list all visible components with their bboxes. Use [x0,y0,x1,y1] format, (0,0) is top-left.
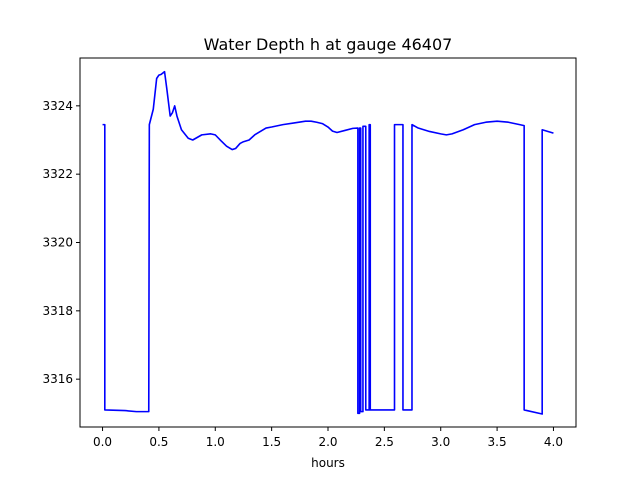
x-tick-label: 4.0 [544,435,563,449]
y-tick-label: 3316 [42,372,73,386]
x-tick-label: 0.5 [149,435,168,449]
plot-area [102,70,554,415]
y-tick-label: 3324 [42,99,73,113]
x-tick-label: 2.0 [318,435,337,449]
x-tick-label: 1.0 [206,435,225,449]
x-tick-label: 3.0 [431,435,450,449]
x-tick-label: 3.5 [488,435,507,449]
y-axis-ticks: 3316 3318 3320 3322 3324 [42,99,80,386]
x-tick-label: 2.5 [375,435,394,449]
axes-frame [79,57,577,428]
y-tick-label: 3318 [42,304,73,318]
y-tick-label: 3322 [42,167,73,181]
x-tick-label: 0.0 [93,435,112,449]
chart-title: Water Depth h at gauge 46407 [204,35,453,54]
x-axis-ticks: 0.0 0.5 1.0 1.5 2.0 2.5 3.0 3.5 4.0 [93,427,563,449]
series-line [102,70,554,415]
y-tick-label: 3320 [42,236,73,250]
x-axis-label: hours [311,456,345,470]
x-tick-label: 1.5 [262,435,281,449]
